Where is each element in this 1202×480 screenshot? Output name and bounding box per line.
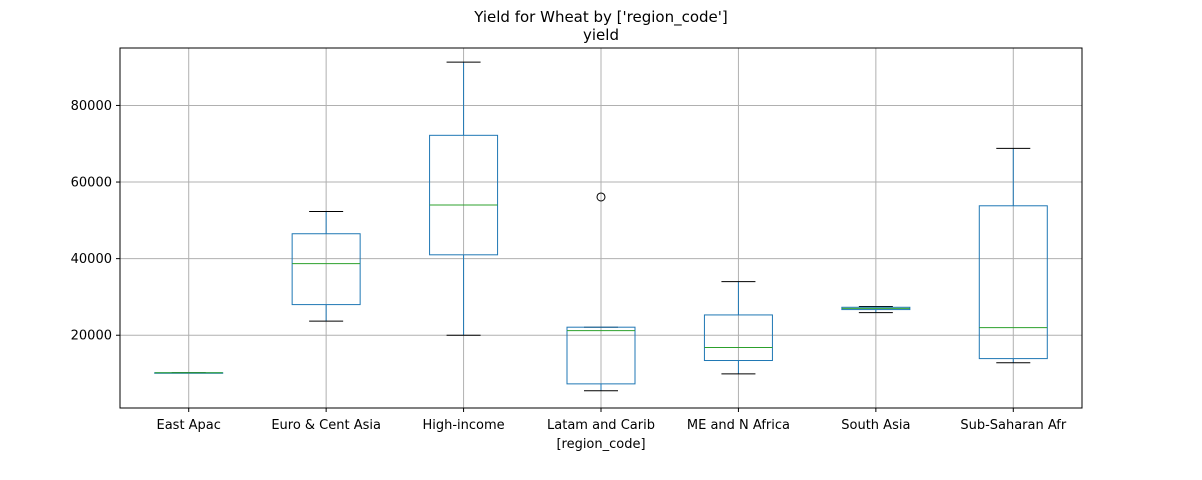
x-tick-label: East Apac	[156, 418, 220, 433]
chart-title: Yield for Wheat by ['region_code']	[473, 8, 728, 27]
x-tick-label: ME and N Africa	[687, 418, 790, 433]
chart-subtitle: yield	[583, 26, 619, 44]
x-tick-label: South Asia	[841, 418, 910, 433]
box-group	[841, 306, 911, 314]
x-tick-label: Sub-Saharan Afr	[960, 418, 1067, 433]
x-tick-label: High-income	[422, 418, 504, 433]
box-group	[429, 61, 499, 336]
y-tick-label: 20000	[71, 329, 112, 344]
box	[978, 205, 1048, 360]
x-tick-label: Euro & Cent Asia	[271, 418, 381, 433]
box-group	[978, 147, 1048, 364]
box-group	[291, 211, 361, 322]
y-tick-label: 60000	[71, 176, 112, 191]
grid-lines	[120, 48, 1082, 408]
box	[291, 233, 361, 306]
tick-layer: East Apac Euro & Cent Asia High-income Lata…	[71, 99, 1067, 433]
x-axis-label: [region_code]	[556, 437, 645, 452]
boxes-layer	[154, 61, 1048, 392]
outlier-point	[596, 192, 606, 202]
box-group	[566, 192, 636, 392]
y-tick-label: 80000	[71, 99, 112, 114]
box-group	[703, 281, 773, 375]
box-group	[154, 372, 224, 374]
box	[566, 326, 636, 385]
box	[703, 314, 773, 362]
box	[429, 134, 499, 256]
x-tick-label: Latam and Carib	[547, 418, 655, 433]
y-tick-label: 40000	[71, 252, 112, 267]
